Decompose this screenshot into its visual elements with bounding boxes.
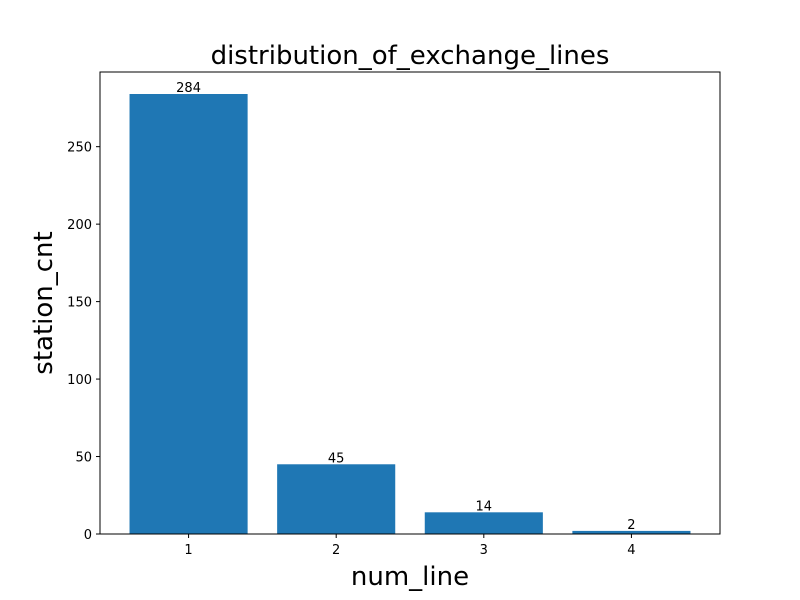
x-axis-label: num_line [351,562,469,592]
y-tick-label-100: 100 [67,373,92,388]
bar-1 [129,94,248,534]
y-tick-label-0: 0 [84,528,92,543]
plot-area-frame [99,71,721,535]
y-tick-label-150: 150 [67,296,92,311]
bar-4 [572,530,691,534]
x-tick-label-4: 4 [627,543,635,558]
bar-2 [277,464,396,534]
x-tick-label-2: 2 [332,543,340,558]
chart-title: distribution_of_exchange_lines [211,41,610,71]
data-labels-group: 284 45 14 2 [176,81,635,533]
data-label-2: 45 [328,451,345,466]
y-axis-label: station_cnt [29,231,59,374]
x-axis-ticks: 1 2 3 4 [184,534,636,558]
data-label-1: 284 [176,81,201,96]
bars-group [129,94,691,534]
y-tick-label-250: 250 [67,141,92,156]
y-axis-ticks: 0 50 100 150 200 250 [67,141,100,543]
bar-3 [424,512,543,534]
x-tick-label-1: 1 [184,543,192,558]
y-tick-label-200: 200 [67,218,92,233]
x-tick-label-3: 3 [480,543,488,558]
y-tick-label-50: 50 [75,451,92,466]
data-label-4: 2 [627,518,635,533]
data-label-3: 14 [476,499,493,514]
